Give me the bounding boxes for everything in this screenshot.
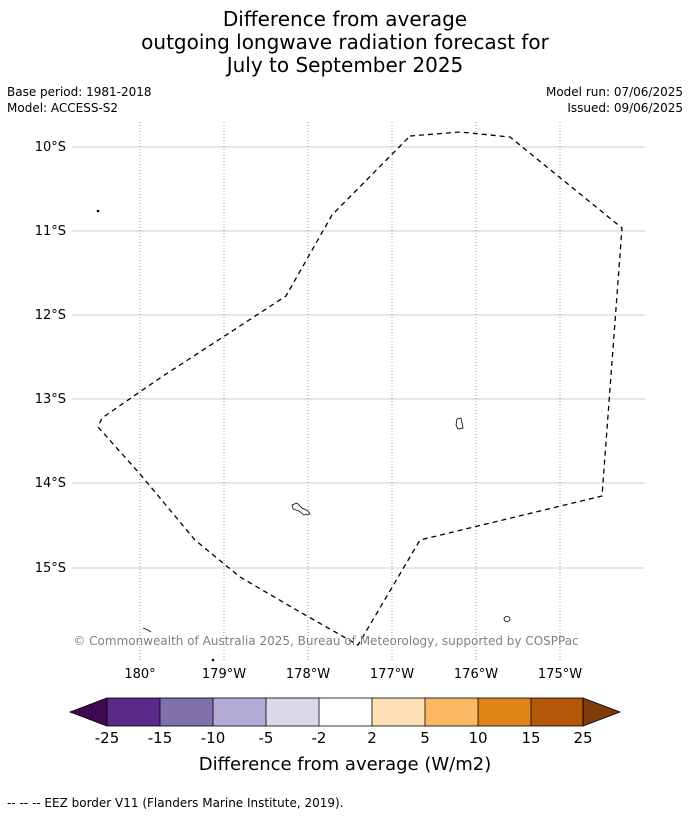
colorbar-tick: -10 <box>201 729 226 747</box>
island-dot-nw <box>96 209 100 213</box>
lon-label-177w: 177°W <box>370 667 414 682</box>
model-name: Model: ACCESS-S2 <box>7 101 119 115</box>
lat-gridlines <box>72 146 645 569</box>
colorbar-tick: 2 <box>367 729 377 747</box>
colorbar-segment <box>372 698 425 726</box>
colorbar-segment <box>160 698 213 726</box>
lat-label-10s: 10°S <box>35 140 66 155</box>
lat-label-12s: 12°S <box>35 308 66 323</box>
colorbar-tick: 25 <box>573 729 592 747</box>
meta-left: Base period: 1981-2018 Model: ACCESS-S2 <box>7 84 152 116</box>
island-southeast <box>503 616 511 622</box>
issued-date: Issued: 09/06/2025 <box>567 101 683 115</box>
lat-label-13s: 13°S <box>35 392 66 407</box>
colorbar-low-extend <box>68 697 108 727</box>
copyright-text: © Commonwealth of Australia 2025, Bureau… <box>73 634 578 648</box>
colorbar: -25 -15 -10 -5 -2 2 5 10 15 25 Differenc… <box>68 697 622 775</box>
lat-label-14s: 14°S <box>35 476 66 491</box>
lon-label-178w: 178°W <box>286 667 330 682</box>
colorbar-tick: 10 <box>468 729 487 747</box>
colorbar-segment <box>531 698 583 726</box>
colorbar-tick: -5 <box>259 729 274 747</box>
island-southwest <box>142 627 152 633</box>
lat-label-15s: 15°S <box>35 561 66 576</box>
colorbar-high-extend <box>582 697 622 727</box>
colorbar-segment <box>266 698 319 726</box>
meta-right: Model run: 07/06/2025 Issued: 09/06/2025 <box>546 84 683 116</box>
map-panel: 10°S 11°S 12°S 13°S 14°S 15°S 180° 179°W… <box>35 122 645 682</box>
lat-label-11s: 11°S <box>35 224 66 239</box>
title-line-3: July to September 2025 <box>226 53 464 77</box>
lon-label-180: 180° <box>124 667 155 682</box>
title-line-2: outgoing longwave radiation forecast for <box>141 30 549 54</box>
colorbar-tick: 15 <box>521 729 540 747</box>
lon-label-175w: 175°W <box>538 667 582 682</box>
colorbar-tick: -2 <box>312 729 327 747</box>
island-niuafoou <box>455 417 464 430</box>
islands <box>96 209 511 662</box>
island-dot-s <box>211 658 215 662</box>
eez-legend: -- -- -- EEZ border V11 (Flanders Marine… <box>7 796 344 810</box>
lon-label-176w: 176°W <box>454 667 498 682</box>
colorbar-segment <box>478 698 531 726</box>
colorbar-tick: 5 <box>420 729 430 747</box>
base-period: Base period: 1981-2018 <box>7 85 152 99</box>
map-title: Difference from average outgoing longwav… <box>0 8 690 77</box>
model-run: Model run: 07/06/2025 <box>545 85 683 99</box>
colorbar-segment <box>107 698 160 726</box>
colorbar-segment <box>213 698 266 726</box>
colorbar-segment <box>425 698 478 726</box>
colorbar-tick: -25 <box>95 729 120 747</box>
colorbar-label: Difference from average (W/m2) <box>199 754 491 775</box>
eez-border <box>97 131 623 646</box>
island-wallis-futuna <box>291 502 311 516</box>
lon-gridlines <box>139 122 561 660</box>
lon-label-179w: 179°W <box>202 667 246 682</box>
colorbar-segment <box>319 698 372 726</box>
title-line-1: Difference from average <box>222 7 468 31</box>
colorbar-tick: -15 <box>148 729 173 747</box>
